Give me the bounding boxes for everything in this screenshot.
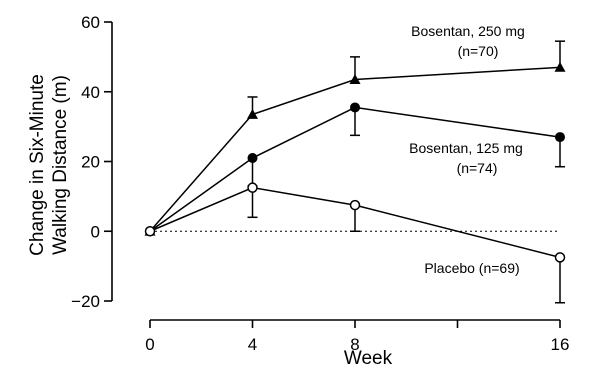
data-point-placebo [144, 226, 156, 237]
data-point-bosentan-250 [247, 108, 258, 119]
y-tick-label: 60 [81, 13, 100, 32]
x-tick-label: 16 [551, 335, 570, 354]
series-label-bosentan-125-line-1: Bosentan, 125 mg [409, 140, 523, 156]
y-tick-label: 40 [81, 83, 100, 102]
data-point-bosentan-125 [555, 132, 565, 143]
y-tick-label: −20 [71, 292, 100, 311]
labels-group: Week Change in Six-Minute Walking Distan… [27, 23, 525, 369]
series-label-placebo: Placebo (n=69) [424, 260, 519, 276]
axes: −20 0 20 40 60 0 4 8 16 [71, 13, 569, 354]
y-tick-label: 20 [81, 153, 100, 172]
series-line-placebo [149, 186, 561, 259]
series-label-bosentan-250-line-2: (n=70) [458, 43, 499, 59]
y-axis-title-line-1: Change in Six-Minute [27, 74, 48, 256]
y-tick-label: 0 [91, 222, 100, 241]
series-label-bosentan-125-line-2: (n=74) [457, 160, 498, 176]
series-line-bosentan-250 [149, 66, 561, 232]
x-tick-label: 8 [350, 335, 359, 354]
data-point-placebo [554, 252, 566, 263]
x-tick-label: 0 [145, 335, 154, 354]
data-point-placebo [247, 182, 258, 193]
x-axis-title: Week [344, 348, 393, 369]
x-tick-label: 4 [248, 335, 257, 354]
data-point-bosentan-125 [350, 102, 360, 113]
data-point-bosentan-125 [247, 153, 258, 164]
data-point-bosentan-250 [349, 74, 361, 84]
y-axis-title-line-2: Walking Distance (m) [50, 75, 71, 255]
plot-area [144, 40, 566, 304]
series-line-bosentan-125 [149, 106, 561, 232]
series-label-bosentan-250-line-1: Bosentan, 250 mg [411, 23, 525, 39]
data-point-bosentan-250 [554, 61, 566, 72]
data-point-placebo [349, 199, 361, 211]
